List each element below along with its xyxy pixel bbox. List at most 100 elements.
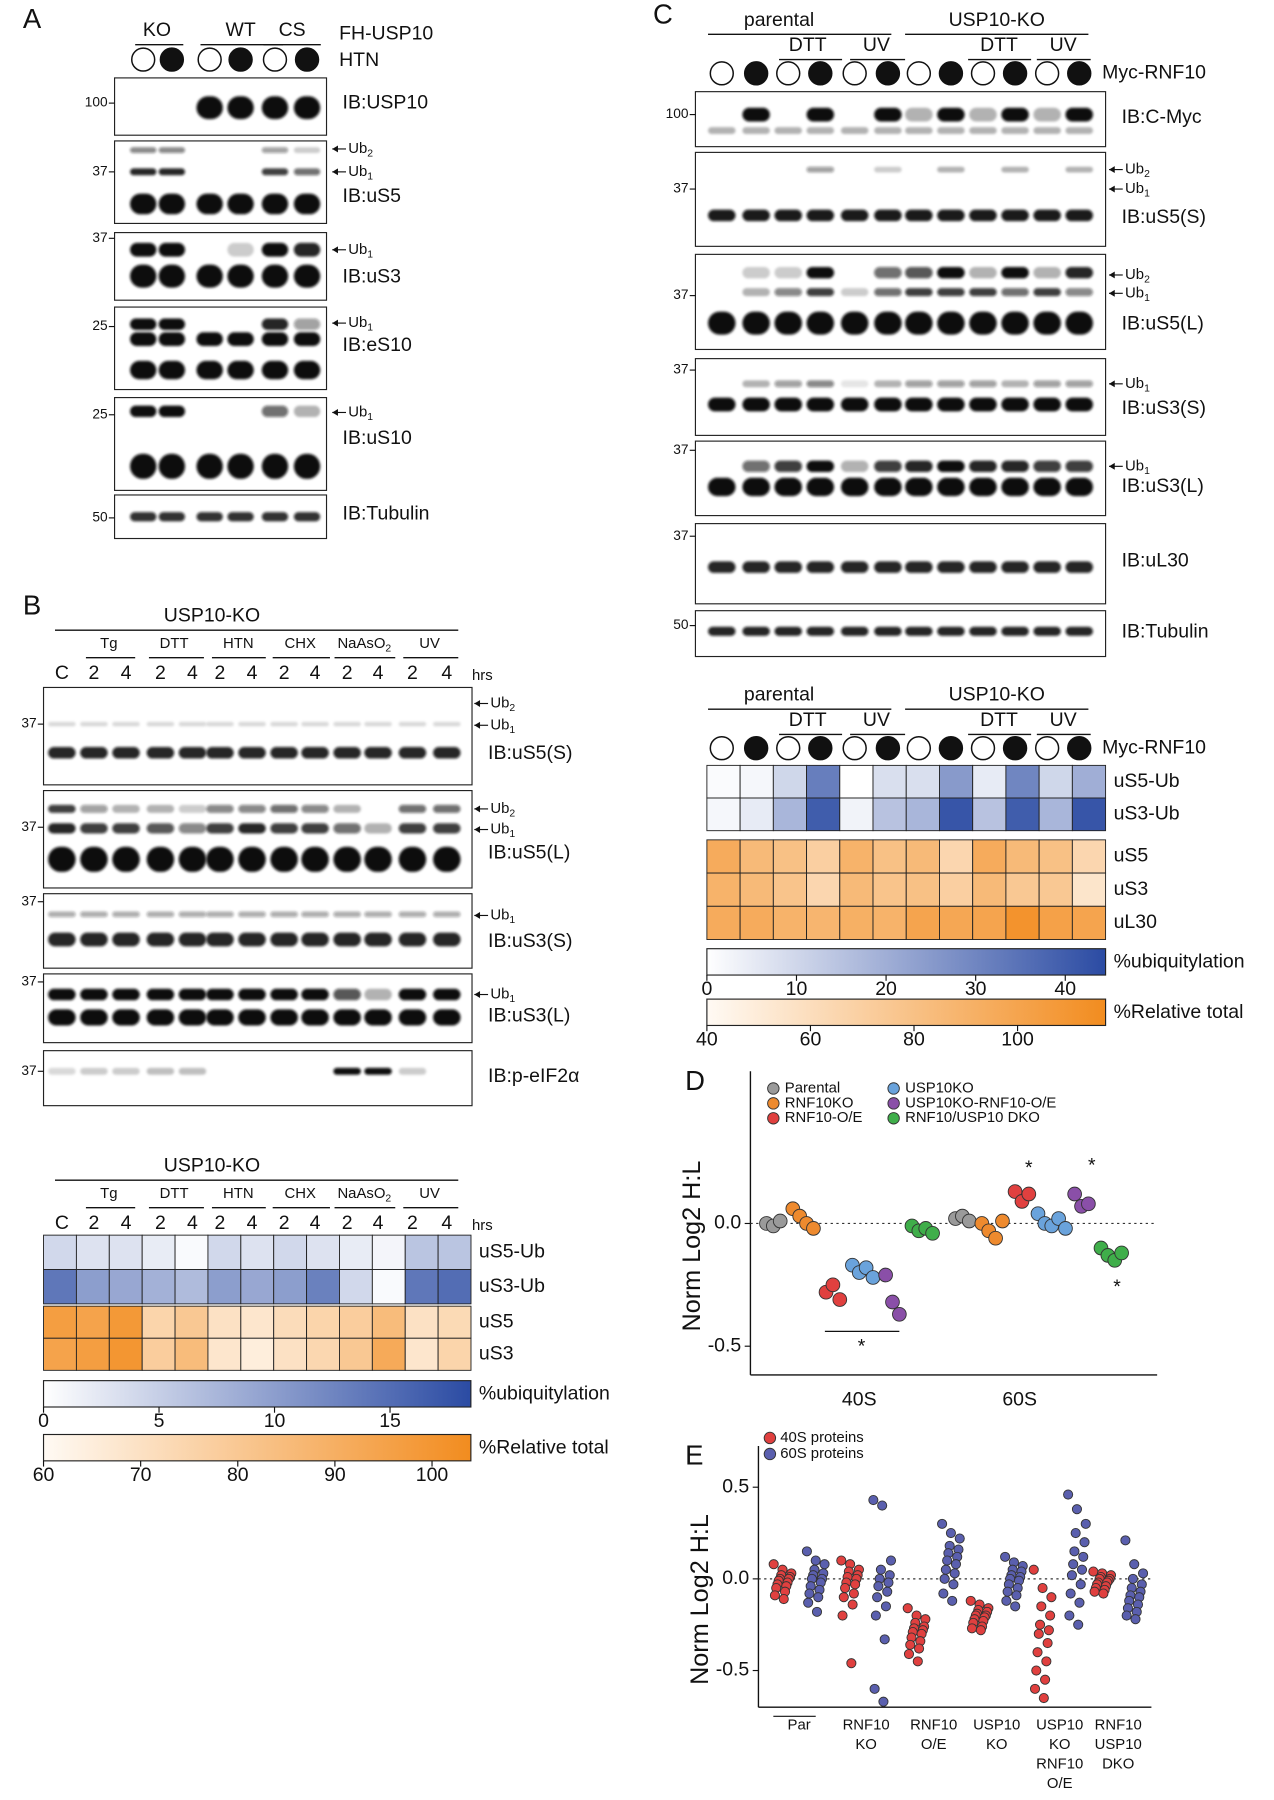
band	[1001, 209, 1029, 222]
ub-label-sub: 1	[509, 994, 515, 1005]
treatment-circle	[875, 735, 901, 761]
data-point	[813, 1592, 824, 1603]
band	[433, 932, 461, 947]
data-point	[865, 1270, 881, 1285]
heat-cell	[1038, 764, 1073, 799]
data-point	[1070, 1527, 1081, 1539]
heat-cell	[437, 1337, 472, 1371]
treatment-circle	[1002, 735, 1028, 761]
band	[398, 823, 427, 834]
band	[227, 96, 254, 120]
ub-label: Ub1	[1125, 458, 1150, 476]
heat-cell	[872, 764, 907, 799]
antibody-label: IB:p-eIF2α	[488, 1065, 579, 1087]
heat-cell	[339, 1234, 373, 1270]
band	[1033, 127, 1061, 135]
mw-marker: 37	[92, 163, 107, 178]
heat-cell	[43, 1305, 77, 1339]
band	[742, 311, 770, 335]
data-point	[1129, 1559, 1140, 1570]
band	[905, 288, 933, 297]
band	[48, 932, 76, 947]
band	[196, 193, 223, 215]
ub-label: Ub1	[490, 986, 515, 1004]
data-point	[912, 1656, 923, 1667]
treatment-circle	[875, 61, 901, 86]
data-point	[903, 1648, 915, 1660]
band	[301, 804, 329, 813]
treatment-circle	[808, 735, 833, 761]
band	[270, 911, 298, 918]
band	[112, 823, 140, 834]
ub-label: Ub1	[1125, 181, 1150, 199]
ub-label-base: Ub	[1125, 267, 1144, 283]
heat-cell	[772, 839, 808, 874]
band	[1033, 209, 1061, 222]
band	[158, 453, 186, 479]
band	[806, 288, 835, 297]
band	[1033, 626, 1061, 636]
band	[146, 747, 175, 759]
group-label: NaAsO2	[337, 1186, 391, 1204]
band	[178, 988, 207, 1001]
band	[261, 147, 289, 153]
ub-label-sub: 1	[367, 322, 373, 333]
heat-cell	[404, 1269, 439, 1305]
treatment-circle	[808, 61, 833, 86]
heat-cell	[739, 872, 774, 907]
heat-cell	[174, 1269, 209, 1305]
band	[398, 1009, 427, 1026]
ub-label: Ub1	[348, 315, 373, 333]
legend-marker	[763, 1431, 777, 1445]
band	[158, 512, 186, 522]
heat-cell	[306, 1234, 340, 1270]
band	[806, 397, 835, 412]
band	[80, 804, 108, 813]
band	[398, 988, 427, 1001]
band	[742, 107, 770, 122]
data-point	[825, 1277, 841, 1293]
heat-cell	[839, 839, 874, 874]
data-point	[902, 1603, 913, 1614]
ub-label-sub: 1	[367, 412, 373, 423]
lane-label: 2	[407, 1212, 418, 1234]
heat-cell	[806, 905, 841, 940]
band	[158, 318, 186, 330]
band	[774, 311, 802, 335]
band	[270, 932, 298, 947]
band	[1065, 288, 1093, 297]
band	[178, 932, 207, 947]
band	[270, 721, 298, 727]
band	[742, 380, 770, 388]
ub-label: Ub1	[348, 164, 373, 182]
band	[905, 209, 933, 222]
band	[112, 721, 140, 727]
ub-label-base: Ub	[490, 801, 509, 817]
data-point	[1114, 1245, 1129, 1261]
band	[398, 721, 427, 727]
band	[905, 380, 933, 388]
tick-label: 10	[786, 978, 808, 1000]
legend-label: RNF10KO	[785, 1095, 854, 1111]
tick-label: 5	[154, 1410, 165, 1432]
band	[178, 823, 207, 834]
band	[227, 193, 254, 215]
band	[293, 96, 321, 120]
lane-label: 4	[187, 662, 198, 684]
heat-cell	[972, 872, 1007, 907]
band	[301, 721, 329, 727]
band	[806, 266, 835, 279]
heat-cell	[939, 797, 974, 832]
band	[158, 332, 186, 347]
heat-cell	[739, 839, 774, 874]
heat-cell	[306, 1269, 340, 1305]
antibody-label: IB:uS5	[343, 185, 402, 207]
band	[130, 453, 157, 479]
data-point	[1029, 1683, 1041, 1694]
color-bar	[706, 998, 1107, 1027]
ub-label-sub: 1	[1144, 466, 1150, 477]
data-point	[1010, 1601, 1021, 1612]
band	[1001, 380, 1029, 388]
arrow-head	[474, 826, 481, 833]
band	[206, 823, 234, 834]
